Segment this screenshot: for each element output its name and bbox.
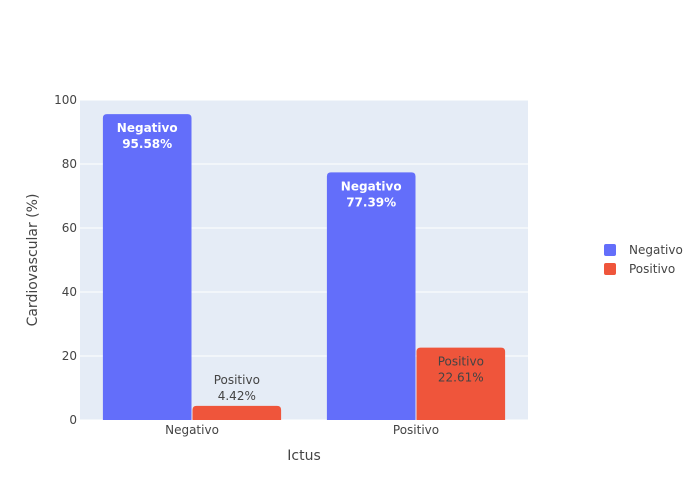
legend-swatch-positivo[interactable] (604, 263, 616, 275)
bar-data-label: Positivo 22.61% (438, 355, 484, 385)
bars: Negativo 95.58% Positivo 4.42% Negativo 77.39… (102, 114, 506, 421)
bar-negativo-negativo[interactable] (102, 114, 192, 421)
bar-data-label: Positivo 4.42% (214, 373, 260, 403)
bar-positivo-positivo[interactable] (416, 347, 506, 420)
bar-data-label: Negativo 77.39% (341, 179, 402, 209)
y-tick-label: 20 (62, 349, 77, 363)
legend-swatch-negativo[interactable] (604, 244, 616, 256)
legend-label-positivo[interactable]: Positivo (629, 262, 675, 276)
x-tick-label: Negativo (165, 423, 219, 437)
axis-ticks: 0 20 40 60 80 100 Negativo Positivo (54, 93, 439, 437)
y-axis-title: Cardiovascular (%) (25, 194, 41, 327)
bar-negativo-positivo[interactable] (326, 172, 416, 420)
legend-label-negativo[interactable]: Negativo (629, 243, 683, 257)
y-tick-label: 0 (69, 413, 77, 427)
bar-data-label: Negativo 95.58% (117, 121, 178, 151)
x-tick-label: Positivo (393, 423, 439, 437)
x-axis-title: Ictus (287, 448, 320, 464)
y-tick-label: 60 (62, 221, 77, 235)
y-tick-label: 100 (54, 93, 77, 107)
legend: Negativo Positivo (604, 243, 683, 276)
y-tick-label: 80 (62, 157, 77, 171)
y-tick-label: 40 (62, 285, 77, 299)
bar-positivo-negativo[interactable] (192, 405, 282, 420)
